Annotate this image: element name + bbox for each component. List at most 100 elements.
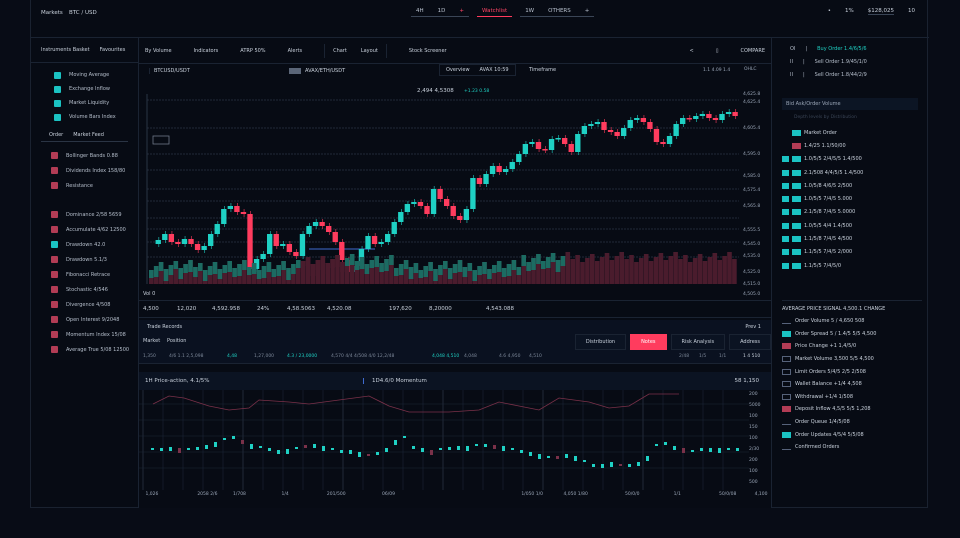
sidebar-item[interactable]: Moving Average: [31, 68, 138, 82]
sidebar-item[interactable]: Open Interest 9/2048: [31, 312, 138, 327]
order-book-row[interactable]: 1.1/5/5 7/4/5/0: [782, 259, 918, 272]
signal-row[interactable]: Withdrawal +1/4 1/508: [782, 391, 922, 404]
sidebar-item[interactable]: Divergence 4/508: [31, 297, 138, 312]
momentum-subchart[interactable]: 1H Price-action, 4.1/5% 1D4.6/0 Momentum…: [139, 372, 771, 508]
signal-row[interactable]: Market Volume 3,500 5/5 4,500: [782, 353, 922, 366]
toolbar-alerts[interactable]: Alerts: [287, 47, 303, 54]
signal-row[interactable]: Order Queue 1/4/5/08: [782, 416, 922, 429]
order-book-row[interactable]: 1.0/5/8 4/6/5 2/500: [782, 179, 918, 192]
share-icon[interactable]: <: [689, 47, 694, 54]
stat-value: 4,543.088: [486, 306, 514, 312]
order-row[interactable]: II | Sell Order 1.8/44/2/9: [790, 72, 867, 78]
sidebar-item[interactable]: Drawdown 5.1/3: [31, 252, 138, 267]
signal-tag-icon: [782, 431, 791, 438]
signal-row[interactable]: Deposit Inflow 4,5/5 5/5 1,208: [782, 403, 922, 416]
checkbox-icon[interactable]: [51, 256, 58, 263]
order-book-row[interactable]: 2.1/5/8 7/4/5 5.0000: [782, 206, 918, 219]
trade-row[interactable]: 1,350 4/6 1.1 2,5,098 4,48 1,27,000 4.3 …: [139, 354, 771, 364]
symbol-selector[interactable]: BTC / USD: [69, 10, 97, 16]
toolbar-atrp[interactable]: ATRP 50%: [240, 47, 266, 54]
menu-markets[interactable]: Markets: [41, 10, 63, 16]
add-tab-icon[interactable]: +: [459, 8, 464, 14]
order-book-row[interactable]: 1.1/5/8 7/4/5 4/500: [782, 232, 918, 245]
col-header-position[interactable]: Position: [167, 338, 187, 344]
checkbox-icon[interactable]: [51, 271, 58, 278]
sidebar-item[interactable]: Stochastic 4/546: [31, 282, 138, 297]
order-row[interactable]: II | Sell Order 1.9/45/1/0: [790, 59, 867, 65]
checkbox-icon[interactable]: [51, 167, 58, 174]
sidebar-item[interactable]: Resistance: [31, 178, 138, 193]
order-book-label: 2.1/5/8 7/4/5 5.0000: [804, 209, 856, 216]
sidebar-item[interactable]: Fibonacci Retrace: [31, 267, 138, 282]
checkbox-icon[interactable]: [51, 226, 58, 233]
sidebar-item[interactable]: Dividends Index 158/80: [31, 163, 138, 178]
stock-screener-button[interactable]: Stock Screener: [408, 47, 447, 54]
distribution-button[interactable]: Distribution: [574, 334, 627, 350]
checkbox-icon[interactable]: [51, 241, 58, 248]
tab-timeframes-2[interactable]: 1W OTHERS +: [520, 6, 595, 17]
sidebar-item[interactable]: Accumulate 4/62 12500: [31, 222, 138, 237]
add-tab-icon[interactable]: +: [584, 8, 590, 14]
signal-row[interactable]: Wallet Balance +1/4 4,508: [782, 378, 922, 391]
pagination[interactable]: Prev 1: [745, 324, 761, 330]
checkbox-icon[interactable]: [54, 85, 61, 93]
subheader-market-feed[interactable]: Market Feed: [73, 131, 104, 138]
order-book-row[interactable]: 1.1/5/5 7/4/5 2/000: [782, 246, 918, 259]
subheader-order[interactable]: Order: [49, 131, 64, 138]
signal-row[interactable]: Confirmed Orders: [782, 441, 922, 454]
tab-timeframes-1[interactable]: 4H 1D +: [411, 6, 469, 17]
signal-row[interactable]: Price Change +1 1,4/5/0: [782, 340, 922, 353]
checkbox-icon[interactable]: [51, 211, 58, 218]
order-book-row[interactable]: 1.4/25 1.1/50/00: [782, 139, 918, 152]
checkbox-icon[interactable]: [54, 99, 61, 107]
order-book-row[interactable]: 2.1/508 4/4/5/5 1.4/500: [782, 166, 918, 179]
account-balance[interactable]: $128,025: [867, 8, 894, 15]
candlestick-chart[interactable]: BTCUSD/USDT AVAX/ETH/USDT Overview AVAX …: [139, 64, 771, 297]
address-button[interactable]: Address: [729, 334, 771, 350]
tab-watchlist[interactable]: Watchlist: [476, 6, 513, 17]
signal-row[interactable]: Order Volume 5 / 4,650 508: [782, 315, 922, 328]
signal-row[interactable]: Limit Orders 5/4/5 2/5 2/508: [782, 365, 922, 378]
timeframe-label[interactable]: Timeframe: [529, 67, 557, 73]
fullscreen-icon[interactable]: ▯: [715, 47, 719, 54]
sidebar-item[interactable]: Average True 5/08 12500: [31, 342, 138, 357]
checkbox-icon[interactable]: [51, 301, 58, 308]
sidebar-item[interactable]: Exchange Inflow: [31, 82, 138, 96]
checkbox-icon[interactable]: [51, 286, 58, 293]
col-header-market[interactable]: Market: [143, 338, 161, 344]
sidebar-tab-favourites[interactable]: Favourites: [99, 47, 126, 53]
signal-tag-icon: [782, 406, 791, 413]
sidebar-tab-instruments[interactable]: Instruments Basket: [41, 47, 90, 53]
toolbar-by-volume[interactable]: By Volume: [145, 47, 172, 54]
overview-dropdown[interactable]: Overview AVAX 10:59: [439, 64, 516, 76]
order-book-row[interactable]: 1.0/5/5 4/4 1.4/500: [782, 219, 918, 232]
checkbox-icon[interactable]: [51, 152, 58, 159]
toggle-chart[interactable]: Chart: [333, 47, 347, 54]
checkbox-icon[interactable]: [54, 113, 61, 121]
order-tag: OI: [790, 46, 796, 52]
risk-analysis-button[interactable]: Risk Analysis: [670, 334, 726, 350]
sidebar-item[interactable]: Volume Bars Index: [31, 110, 138, 124]
signal-row[interactable]: Order Spread 5 / 1.4/5 5/5 4,500: [782, 328, 922, 341]
sidebar-item[interactable]: Momentum Index 15/08: [31, 327, 138, 342]
toggle-layout[interactable]: Layout: [360, 47, 378, 54]
cell: 4.3 / 23,0000: [287, 354, 318, 359]
checkbox-icon[interactable]: [51, 346, 58, 353]
sidebar-item[interactable]: Drawdown 42.0: [31, 237, 138, 252]
checkbox-icon[interactable]: [54, 71, 61, 79]
notes-button[interactable]: Notes: [630, 334, 667, 350]
checkbox-icon[interactable]: [51, 182, 58, 189]
sidebar-item[interactable]: Dominance 2/58 5659: [31, 207, 138, 222]
order-book-row[interactable]: Market Order: [782, 126, 918, 139]
signal-row[interactable]: Order Updates 4/5/4 5/5/08: [782, 428, 922, 441]
checkbox-icon[interactable]: [51, 331, 58, 338]
order-book-row[interactable]: 1.0/5/5 7/4/5 5.000: [782, 192, 918, 205]
sidebar-item[interactable]: Market Liquidity: [31, 96, 138, 110]
order-book-row[interactable]: 1.0/5/5 2/4/5/5 1.4/500: [782, 153, 918, 166]
compare-button[interactable]: COMPARE: [740, 47, 766, 54]
leverage-selector[interactable]: 10: [908, 8, 915, 14]
sidebar-item[interactable]: Bollinger Bands 0.88: [31, 148, 138, 163]
checkbox-icon[interactable]: [51, 316, 58, 323]
toolbar-indicators[interactable]: Indicators: [193, 47, 219, 54]
order-row[interactable]: OI | Buy Order 1.4/6/5/6: [790, 46, 867, 52]
